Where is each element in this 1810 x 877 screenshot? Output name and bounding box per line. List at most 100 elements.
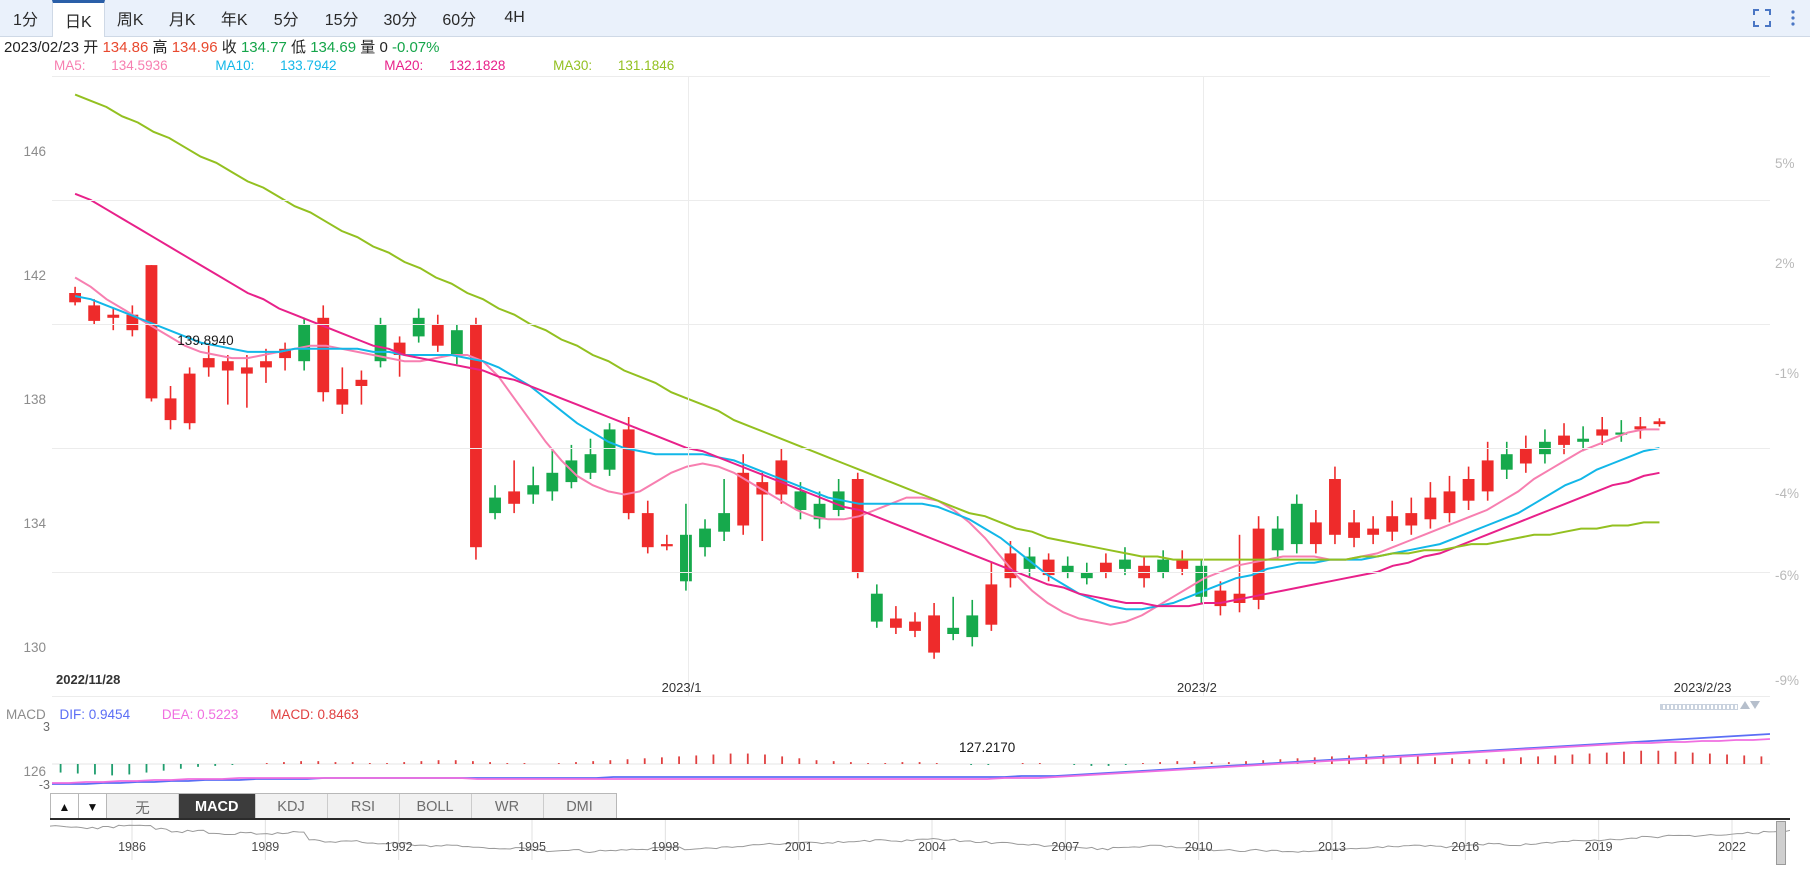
timeline-right-handle[interactable] [1776, 821, 1786, 865]
history-timeline[interactable]: 1986 1989 1992 1995 1998 2001 2004 2007 2010 2013… [50, 818, 1790, 866]
tab-label: 1分 [13, 12, 38, 29]
price-ytick: 134 [23, 516, 46, 531]
dea-label: DEA: [161, 707, 194, 722]
percent-ytick: -1% [1775, 366, 1800, 381]
indicator-tab-macd[interactable]: MACD [179, 794, 256, 820]
indicator-tab-boll[interactable]: BOLL [399, 794, 472, 820]
tab-daily[interactable]: 日K [52, 0, 105, 37]
tab-label: 年K [220, 12, 248, 29]
volume-value: 0 [379, 39, 388, 56]
ma30-value: 131.1846 [617, 58, 675, 73]
indicator-tab-rsi[interactable]: RSI [327, 794, 400, 820]
tab-yearly[interactable]: 年K [209, 0, 261, 36]
tab-5min[interactable]: 5分 [261, 0, 313, 36]
price-ytick: 130 [23, 640, 46, 655]
timeline-year: 2001 [784, 840, 813, 854]
indicator-tab-wr[interactable]: WR [471, 794, 544, 820]
tab-1min[interactable]: 1分 [0, 0, 52, 36]
collapse-fullscreen-icon[interactable] [1752, 8, 1772, 28]
tab-15min[interactable]: 15分 [313, 0, 372, 36]
gridline [52, 324, 1770, 325]
dif-label: DIF: [59, 707, 86, 722]
macd-value: 0.8463 [317, 707, 359, 722]
tab-label: 5分 [273, 12, 299, 29]
tab-label: 15分 [324, 12, 359, 29]
tab-4h[interactable]: 4H [489, 0, 541, 36]
timeline-year: 1995 [518, 840, 546, 854]
percent-ytick: -9% [1775, 673, 1800, 688]
quote-readout: 2023/02/23 开 134.86 高 134.96 收 134.77 低 … [4, 38, 439, 57]
close-value: 134.77 [240, 39, 287, 56]
indicator-up-arrow-icon[interactable]: ▲ [51, 794, 79, 820]
tab-label: 30分 [383, 12, 418, 29]
scroll-up-icon[interactable] [1740, 701, 1750, 709]
macd-ytick-bottom: -3 [38, 778, 50, 792]
moving-average-legend: MA5: 134.5936 MA10: 133.7942 MA20: 132.1… [54, 58, 718, 74]
timeline-year: 2004 [918, 840, 946, 854]
percent-ytick: -6% [1775, 568, 1800, 583]
ma30-name: MA30: [553, 58, 593, 73]
macd-svg [52, 733, 1770, 785]
timeline-year: 1992 [384, 840, 413, 854]
chart-scroll-control[interactable] [1660, 700, 1760, 714]
tab-30min[interactable]: 30分 [372, 0, 431, 36]
timeline-year: 2022 [1718, 840, 1746, 854]
percent-ytick: 2% [1775, 256, 1795, 271]
timeline-year: 2007 [1051, 840, 1080, 854]
date-xtick: 2022/11/28 [56, 672, 121, 687]
period-tabbar: 1分 日K 周K 月K 年K 5分 15分 30分 60分 4H [0, 0, 1810, 37]
ma20-value: 132.1828 [449, 58, 506, 73]
price-ytick: 142 [23, 268, 46, 283]
price-ytick: 126 [23, 764, 46, 779]
ma10-name: MA10: [215, 58, 255, 73]
ma20-name: MA20: [384, 58, 424, 73]
price-chart-pane[interactable]: 146 142 138 134 130 126 5% 2% -1% -4% -6% -9% 2022… [0, 76, 1810, 779]
period-high-annotation: 139.8940 [177, 333, 234, 349]
indicator-tab-strip: ▲ ▼ 无 MACD KDJ RSI BOLL WR DMI [50, 793, 617, 821]
change-percent: -0.07% [391, 39, 440, 56]
date-xtick: 2023/2/23 [1673, 680, 1732, 695]
timeline-year: 2013 [1318, 840, 1346, 854]
dif-value: 0.9454 [88, 707, 131, 722]
open-label: 开 [83, 39, 99, 56]
price-ytick: 138 [23, 392, 46, 407]
high-label: 高 [152, 39, 168, 56]
price-svg [69, 93, 1666, 659]
ma10-value: 133.7942 [280, 58, 337, 73]
open-value: 134.86 [102, 39, 149, 56]
macd-chart-pane[interactable]: 3 -3 [0, 720, 1810, 792]
indicator-down-arrow-icon[interactable]: ▼ [79, 794, 107, 820]
price-ytick: 146 [23, 144, 46, 159]
timeline-year: 2016 [1451, 840, 1480, 854]
gridline [52, 572, 1770, 573]
tab-label: 月K [168, 12, 196, 29]
tab-60min[interactable]: 60分 [430, 0, 489, 36]
scroll-down-icon[interactable] [1750, 701, 1760, 709]
tab-weekly[interactable]: 周K [105, 0, 157, 36]
macd-ytick-top: 3 [43, 720, 50, 734]
ma5-name: MA5: [54, 58, 86, 73]
indicator-tab-dmi[interactable]: DMI [543, 794, 616, 820]
month-gridline [687, 76, 689, 696]
dif-line [52, 733, 1770, 785]
tab-label: 周K [116, 12, 144, 29]
ma5-value: 134.5936 [111, 58, 168, 73]
percent-ytick: 5% [1775, 156, 1795, 171]
candlestick-plot-area[interactable] [52, 76, 1770, 697]
timeline-year: 1986 [118, 840, 146, 854]
tab-monthly[interactable]: 月K [157, 0, 209, 36]
month-gridline [1203, 76, 1205, 696]
ma-line-ma20 [74, 192, 1660, 608]
scroll-track[interactable] [1660, 704, 1738, 710]
tab-label: 60分 [442, 12, 477, 29]
percent-ytick: -4% [1775, 486, 1800, 501]
macd-title: MACD [6, 707, 46, 722]
more-vertical-icon[interactable] [1790, 8, 1796, 28]
indicator-tab-none[interactable]: 无 [107, 794, 179, 820]
timeline-sparkline [50, 820, 1790, 860]
indicator-tab-kdj[interactable]: KDJ [255, 794, 328, 820]
timeline-year: 2010 [1184, 840, 1213, 854]
dea-line [52, 738, 1770, 784]
macd-plot-area[interactable] [52, 722, 1770, 790]
low-value: 134.69 [310, 39, 357, 56]
